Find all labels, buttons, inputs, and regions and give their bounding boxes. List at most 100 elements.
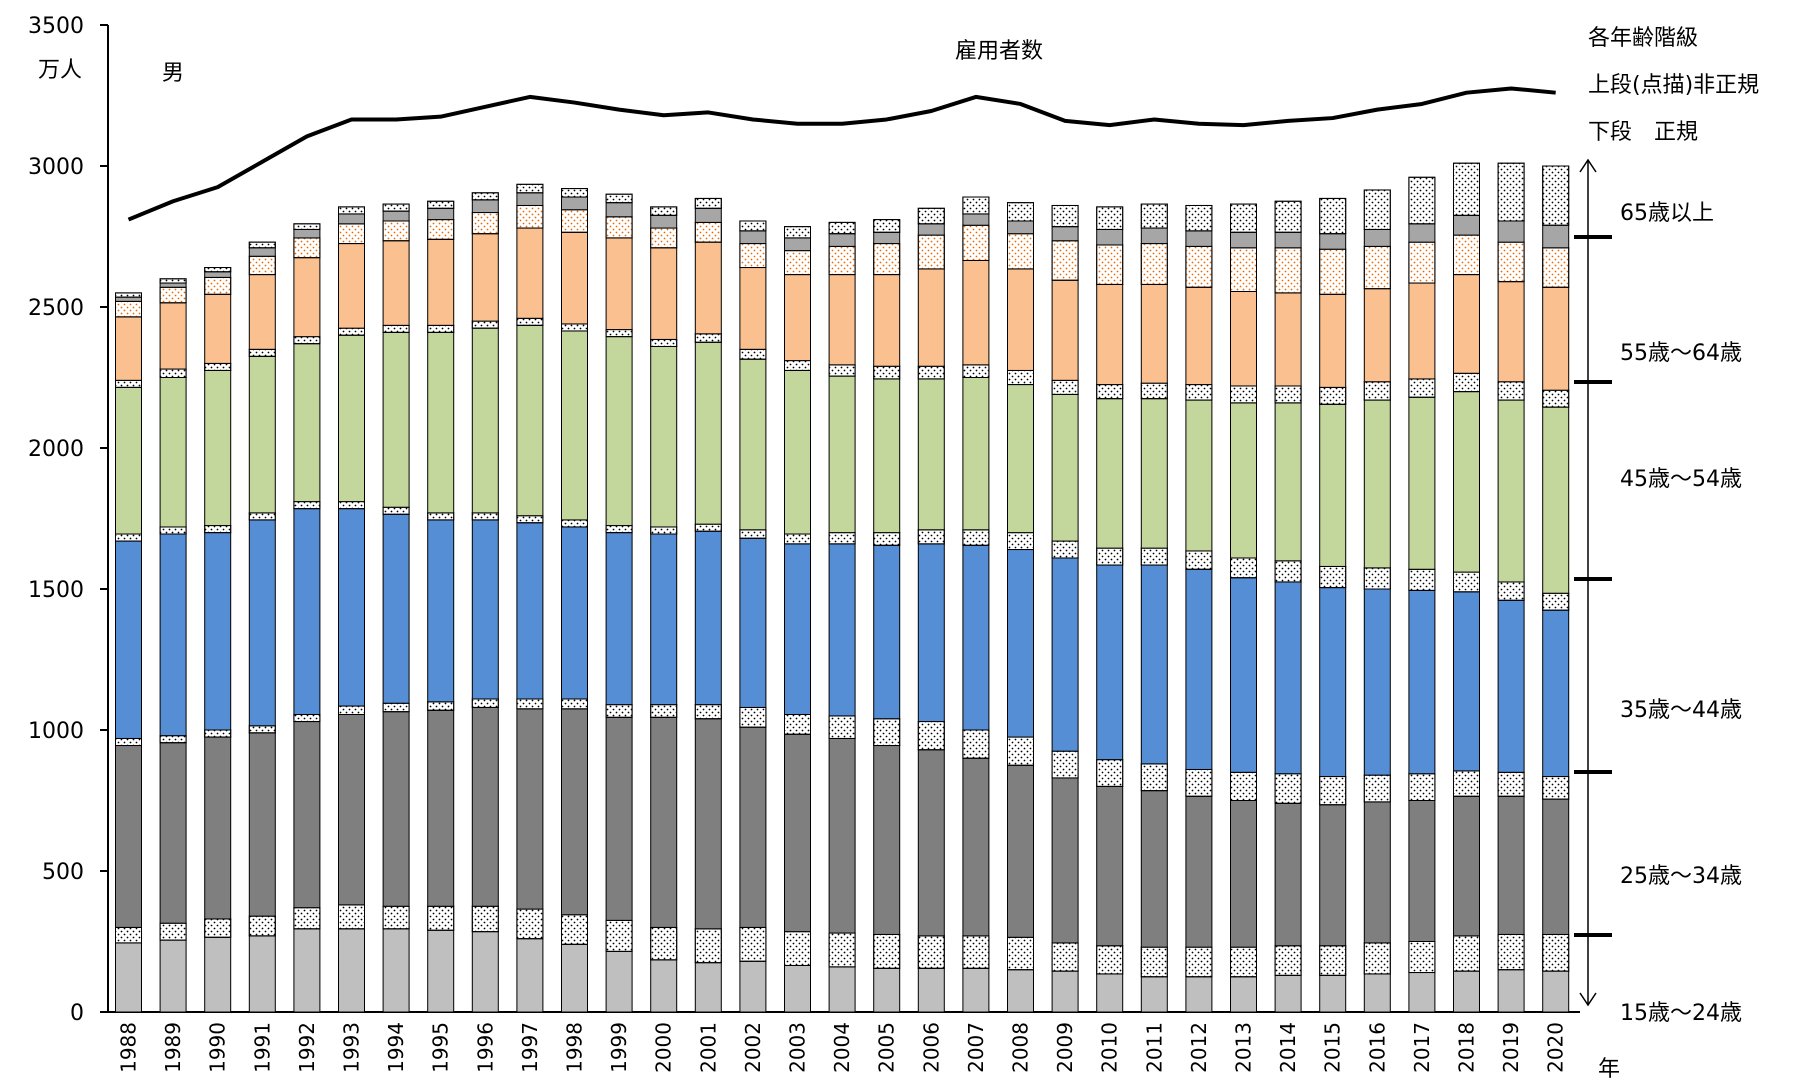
bar-stack	[1497, 162, 1525, 1013]
bar-segment-irregular	[1497, 162, 1525, 222]
x-tick-label: 2004	[830, 1022, 854, 1073]
bar-segment-irregular	[873, 219, 901, 233]
bar-stack	[516, 183, 544, 1013]
bar-segment-regular	[293, 343, 321, 503]
bar-segment-irregular	[516, 698, 544, 710]
bar-segment-regular	[873, 967, 901, 1013]
bar-segment-irregular	[338, 206, 365, 215]
legend-title: 各年齢階級	[1588, 26, 1698, 51]
x-tick-label: 2001	[696, 1022, 720, 1073]
bar-segment-irregular	[382, 905, 410, 930]
bar-segment-regular	[204, 271, 232, 278]
bar-segment-irregular	[1319, 945, 1347, 976]
total-line	[127, 86, 1556, 222]
bar-stack	[650, 206, 678, 1013]
bar-segment-regular	[650, 247, 678, 340]
bar-segment-irregular	[1274, 200, 1302, 233]
bar-segment-regular	[739, 358, 767, 531]
bar-segment-irregular	[694, 704, 722, 720]
bar-segment-irregular	[1230, 557, 1257, 579]
bar-segment-regular	[159, 533, 187, 737]
bar-segment-regular	[828, 233, 856, 247]
bar-segment-irregular	[1408, 378, 1436, 398]
x-tick-label: 1995	[429, 1022, 453, 1073]
bar-segment-irregular	[784, 533, 811, 545]
bar-stack	[828, 221, 856, 1013]
bar-segment-regular	[1542, 286, 1570, 391]
bar-stack	[1096, 206, 1124, 1013]
bar-segment-regular	[739, 230, 767, 245]
bar-segment-regular	[561, 196, 588, 211]
bar-segment-regular	[917, 378, 945, 531]
bar-segment-regular	[561, 231, 588, 325]
bar-segment-regular	[1319, 804, 1347, 947]
bar-segment-regular	[1319, 587, 1347, 778]
bar-segment-irregular	[1051, 240, 1079, 281]
bar-segment-irregular	[1185, 550, 1213, 570]
bar-segment-irregular	[293, 501, 321, 510]
bar-segment-irregular	[115, 737, 142, 747]
bar-segment-regular	[1274, 974, 1302, 1013]
bar-segment-regular	[1007, 549, 1034, 738]
bar-segment-irregular	[1230, 247, 1257, 292]
legend-group-65plus: 65歳以上	[1620, 201, 1714, 226]
bar-segment-regular	[962, 967, 990, 1013]
bar-segment-irregular	[1319, 197, 1347, 235]
bar-segment-irregular	[1319, 248, 1347, 295]
bar-segment-irregular	[159, 368, 187, 379]
bar-segment-irregular	[1497, 581, 1525, 601]
bar-segment-irregular	[1408, 241, 1436, 284]
bar-segment-irregular	[338, 904, 365, 930]
bar-segment-irregular	[204, 525, 232, 534]
x-tick-label: 1999	[607, 1022, 631, 1073]
bar-segment-regular	[650, 959, 678, 1013]
bar-segment-regular	[1007, 764, 1034, 938]
bar-segment-regular	[204, 936, 232, 1013]
bar-stack	[784, 226, 811, 1013]
bar-segment-irregular	[561, 209, 588, 233]
bar-segment-irregular	[1007, 736, 1034, 766]
bar-segment-regular	[471, 519, 499, 700]
bar-segment-regular	[427, 207, 455, 221]
bar-segment-regular	[204, 532, 232, 731]
bar-segment-regular	[962, 544, 990, 731]
bar-segment-irregular	[427, 701, 455, 711]
bar-segment-regular	[471, 327, 499, 514]
bar-stack	[115, 292, 142, 1013]
bar-segment-irregular	[1274, 773, 1302, 804]
bar-segment-irregular	[962, 729, 990, 759]
bar-segment-regular	[159, 302, 187, 370]
bracket-arrow-top	[1579, 158, 1597, 173]
bar-segment-irregular	[1497, 241, 1525, 283]
bar-segment-regular	[739, 960, 767, 1013]
bar-segment-irregular	[694, 221, 722, 243]
bar-segment-regular	[248, 519, 276, 727]
bar-segment-regular	[516, 192, 544, 206]
bar-segment-irregular	[1453, 234, 1480, 276]
bar-segment-irregular	[917, 365, 945, 380]
bar-segment-irregular	[828, 932, 856, 968]
bar-segment-regular	[471, 233, 499, 322]
bar-segment-regular	[1051, 226, 1079, 242]
bar-segment-regular	[1408, 589, 1436, 775]
bar-segment-irregular	[739, 926, 767, 962]
bar-segment-regular	[561, 330, 588, 521]
bar-segment-irregular	[1007, 202, 1034, 222]
bar-segment-irregular	[873, 718, 901, 747]
bar-stack	[739, 220, 767, 1013]
bar-stack	[561, 188, 588, 1013]
bar-segment-irregular	[1140, 382, 1168, 400]
bar-stack	[917, 207, 945, 1013]
y-tick-label: 3000	[28, 155, 84, 180]
bar-segment-regular	[650, 716, 678, 928]
bar-segment-regular	[1542, 406, 1570, 594]
bar-segment-regular	[1274, 581, 1302, 775]
bar-stack	[1363, 189, 1391, 1013]
bar-segment-irregular	[1274, 247, 1302, 294]
bar-segment-irregular	[561, 519, 588, 528]
bar-segment-irregular	[962, 224, 990, 261]
bar-segment-irregular	[650, 704, 678, 718]
bar-segment-irregular	[382, 324, 410, 333]
bar-segment-irregular	[1542, 776, 1570, 800]
